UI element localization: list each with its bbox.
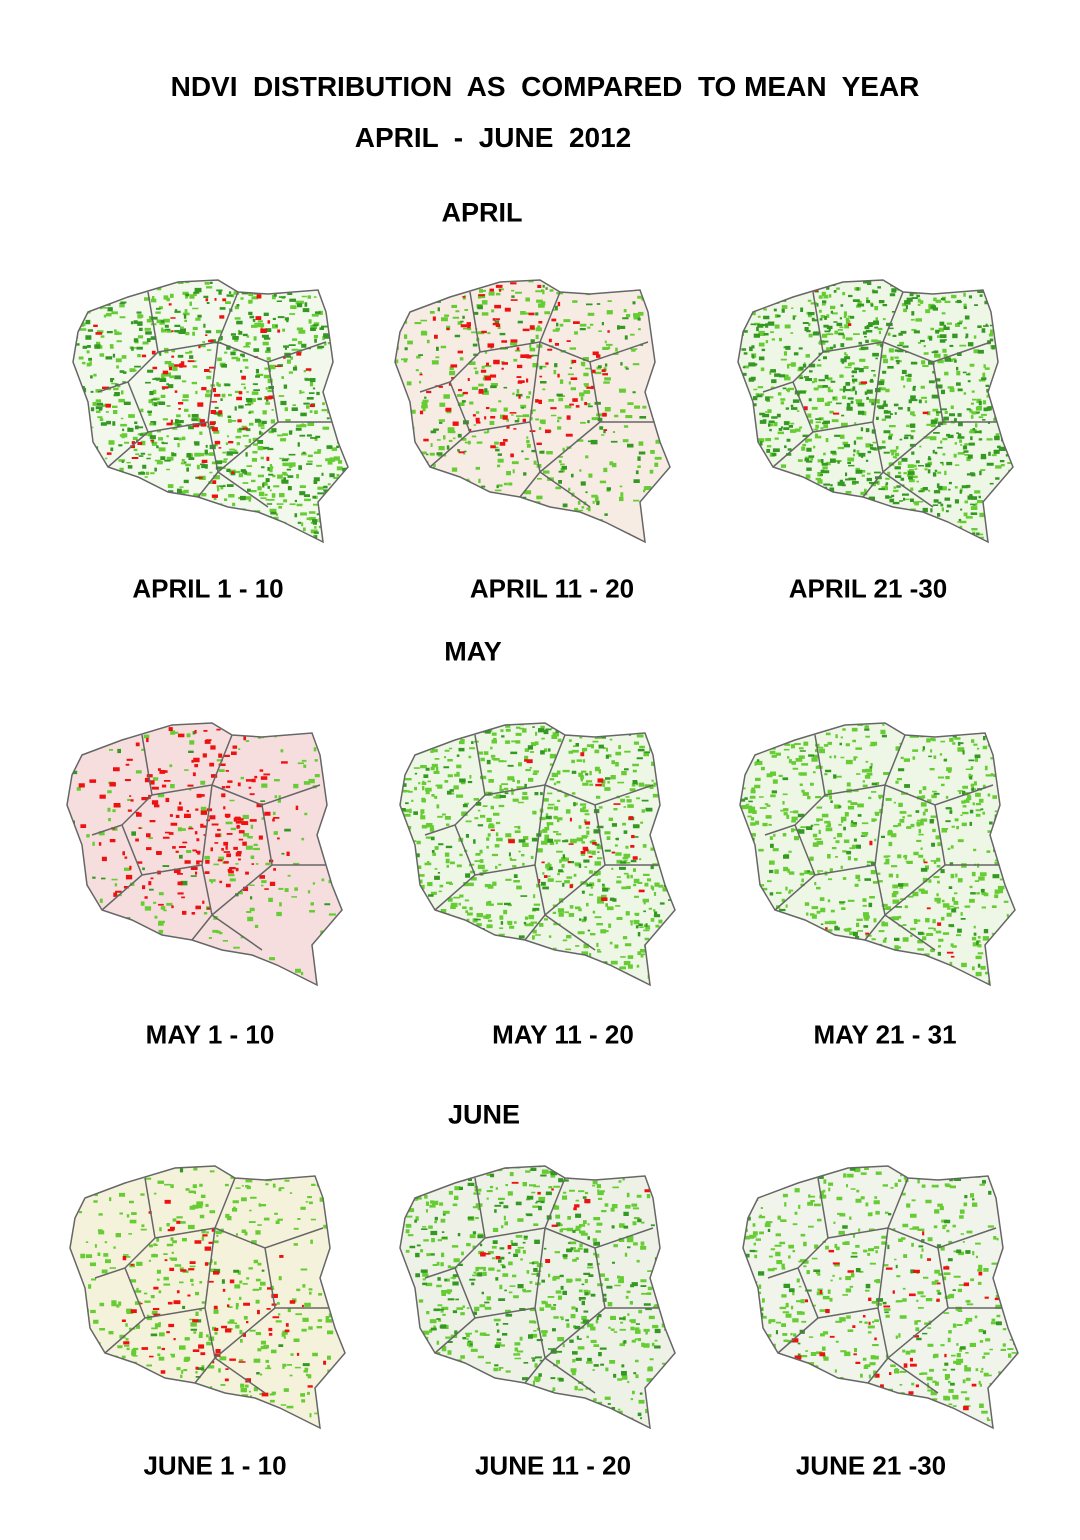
subtitle: APRIL - JUNE 2012 — [354, 122, 632, 153]
map-fill — [400, 723, 675, 985]
map-fill — [740, 723, 1015, 985]
region-borders — [424, 1177, 660, 1394]
region-borders — [419, 291, 655, 508]
country-border — [394, 279, 671, 544]
region-borders — [762, 291, 998, 508]
map-label: JUNE 1 - 10 — [143, 1450, 287, 1481]
country-border — [72, 279, 349, 544]
ndvi-higher — [70, 1166, 345, 1428]
map-label: APRIL 11 - 20 — [469, 573, 635, 604]
map-label: JUNE 21 -30 — [795, 1450, 947, 1481]
map-fill — [67, 723, 342, 985]
ndvi-much-higher — [73, 280, 348, 542]
map — [737, 279, 1014, 544]
map-fill — [400, 1166, 675, 1428]
month-heading: JUNE — [447, 1099, 521, 1130]
region-borders — [91, 734, 327, 951]
map — [69, 1165, 346, 1430]
map-label: APRIL 21 -30 — [788, 573, 948, 604]
country-border — [739, 722, 1016, 987]
map-label: MAY 21 - 31 — [813, 1019, 957, 1050]
region-borders — [424, 734, 660, 951]
map-label: JUNE 11 - 20 — [474, 1450, 632, 1481]
country-border — [737, 279, 1014, 544]
ndvi-lower — [419, 282, 610, 458]
region-borders — [767, 1177, 1003, 1394]
map-label: APRIL 1 - 10 — [132, 573, 284, 604]
map-label: MAY 11 - 20 — [492, 1019, 634, 1050]
map — [399, 722, 676, 987]
month-heading: MAY — [444, 636, 502, 667]
map — [394, 279, 671, 544]
ndvi-much-higher — [400, 1166, 675, 1428]
country-border — [399, 1165, 676, 1430]
map — [66, 722, 343, 987]
country-border — [69, 1165, 346, 1430]
ndvi-lower — [78, 723, 299, 915]
month-heading: APRIL — [441, 197, 523, 228]
country-border — [742, 1165, 1019, 1430]
map — [72, 279, 349, 544]
map-fill — [70, 1166, 345, 1428]
title: NDVI DISTRIBUTION AS COMPARED TO MEAN YE… — [170, 71, 920, 102]
ndvi-lower — [93, 294, 315, 498]
country-border — [399, 722, 676, 987]
map — [739, 722, 1016, 987]
region-borders — [97, 291, 333, 508]
map-label: MAY 1 - 10 — [145, 1019, 275, 1050]
country-border — [66, 722, 343, 987]
region-borders — [764, 734, 1000, 951]
region-borders — [94, 1177, 330, 1394]
map — [742, 1165, 1019, 1430]
map — [399, 1165, 676, 1430]
